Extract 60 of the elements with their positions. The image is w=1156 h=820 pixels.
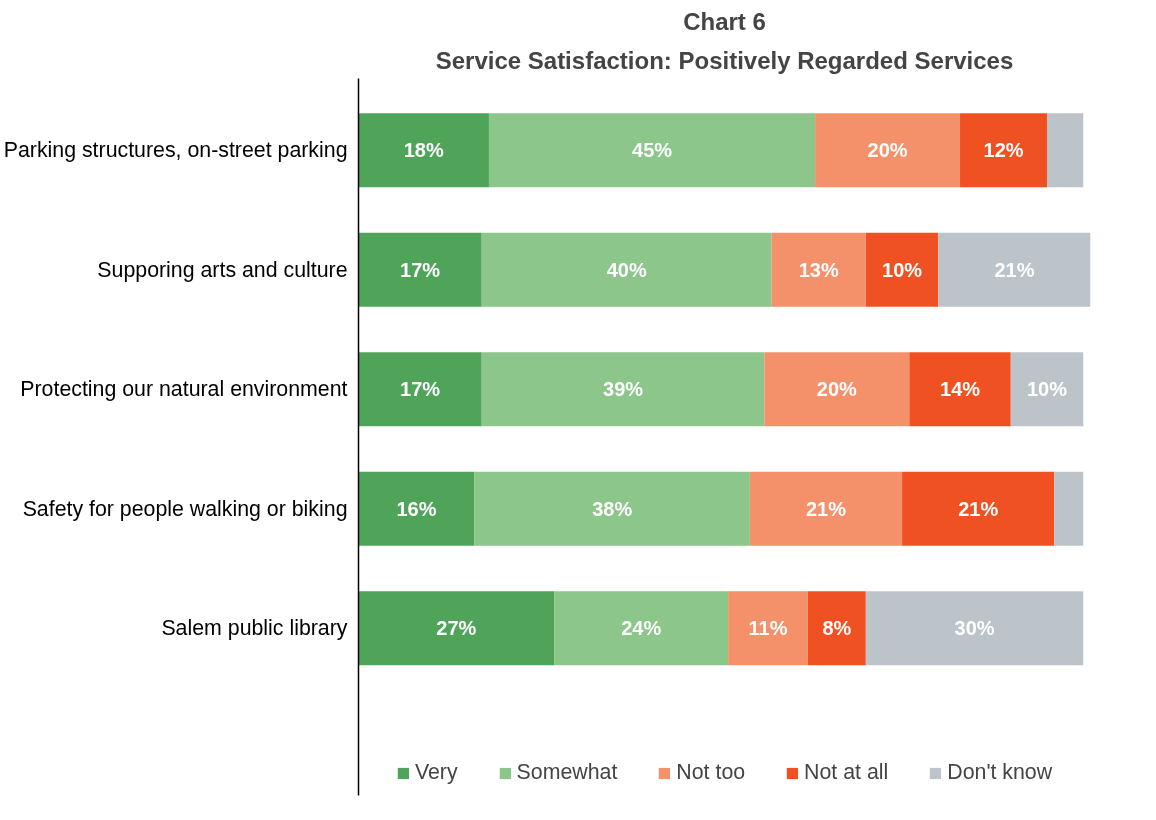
data-label: 18% (403, 139, 444, 162)
data-label: 11% (748, 617, 788, 640)
bar (1054, 471, 1084, 546)
bar (1010, 352, 1084, 427)
bar (358, 591, 555, 666)
data-label: 21% (958, 497, 999, 520)
bar (481, 232, 772, 307)
data-label: 10% (1027, 378, 1068, 401)
bar (764, 352, 910, 427)
bar (358, 232, 482, 307)
bar (749, 471, 903, 546)
bar (554, 591, 729, 666)
data-label: 20% (816, 378, 858, 401)
bar (358, 352, 482, 427)
data-label: 10% (882, 258, 923, 281)
bar (902, 471, 1055, 546)
bar (488, 113, 816, 188)
bar (960, 113, 1048, 188)
data-label: 8% (822, 617, 852, 640)
data-label: 45% (632, 139, 673, 162)
bar (1047, 113, 1084, 188)
bar (865, 591, 1084, 666)
chart-subtitle: Service Satisfaction: Positively Regarded Services (435, 46, 1014, 74)
y-tick-label: Parking structures, on-street parking (3, 138, 348, 163)
y-tick-label: Salem public library (161, 616, 348, 641)
data-label: 17% (400, 378, 441, 401)
legend-label: Somewhat (516, 760, 618, 785)
data-label: 20% (867, 139, 908, 162)
bar (358, 471, 475, 546)
data-label: 39% (603, 378, 644, 401)
data-label: 27% (436, 617, 477, 640)
data-label: 13% (798, 258, 839, 281)
data-label: 14% (940, 378, 981, 401)
data-label: 17% (400, 258, 441, 281)
bar (807, 591, 866, 666)
bar (474, 471, 750, 546)
y-tick-label: Safety for people walking or biking (22, 496, 348, 521)
data-label: 21% (994, 258, 1035, 281)
bar (815, 113, 961, 188)
bar (909, 352, 1011, 427)
bar (865, 232, 939, 307)
data-label: 16% (396, 497, 437, 520)
bar (771, 232, 866, 307)
chart-title: Chart 6 (683, 7, 766, 35)
bar (358, 113, 489, 188)
legend-label: Not too (676, 760, 746, 785)
bar (481, 352, 765, 427)
y-tick-label: Supporing arts and culture (97, 257, 348, 282)
legend-label: Don't know (947, 760, 1053, 785)
legend-label: Very (414, 760, 458, 785)
bar (938, 232, 1091, 307)
data-label: 21% (805, 497, 847, 520)
legend-label: Not at all (804, 760, 889, 785)
y-tick-label: Protecting our natural environment (20, 377, 348, 402)
data-label: 38% (592, 497, 633, 520)
data-label: 30% (954, 617, 995, 640)
data-label: 40% (606, 258, 647, 281)
data-label: 24% (621, 617, 662, 640)
bar (728, 591, 808, 666)
data-label: 12% (983, 139, 1024, 162)
